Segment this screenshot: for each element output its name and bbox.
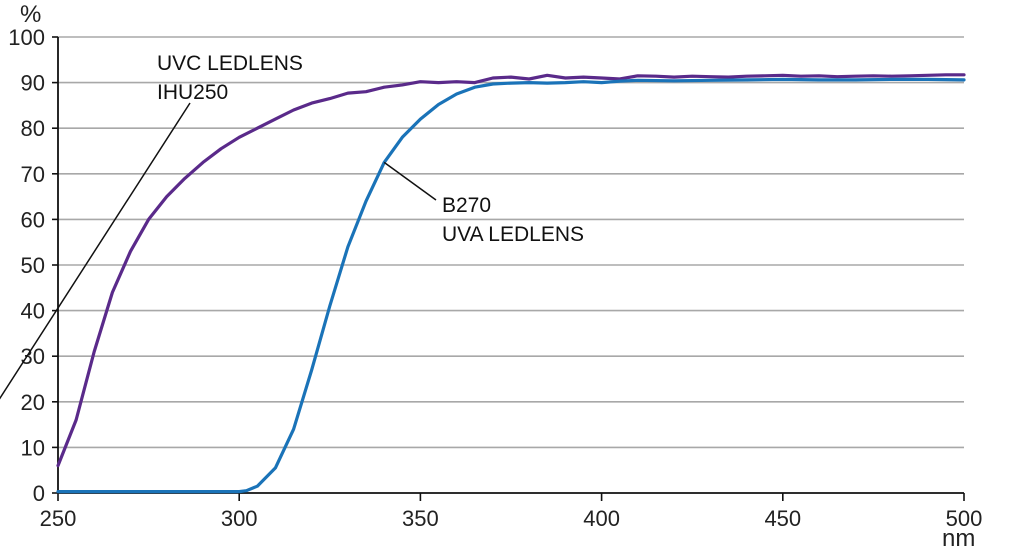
y-tick-label: 100 (8, 25, 45, 50)
x-tick-label: 350 (402, 506, 439, 531)
x-tick-label: 250 (40, 506, 77, 531)
x-tick-label: 300 (221, 506, 258, 531)
annotation-layer: UVC LEDLENS IHU250 B270 UVA LEDLENS (0, 52, 584, 400)
series-line-uvc-ledlens (56, 73, 966, 468)
x-axis-unit: nm (942, 525, 975, 548)
series-annotation-label: UVA LEDLENS (442, 223, 584, 246)
y-tick-label: 40 (21, 299, 45, 324)
annotation-leader-line (383, 161, 437, 201)
x-tick-label: 450 (764, 506, 801, 531)
series-line-b270-uva-ledlens (56, 77, 966, 494)
y-axis-unit: % (20, 1, 41, 28)
y-tick-label: 90 (21, 71, 45, 96)
y-tick-label: 70 (21, 162, 45, 187)
y-tick-label: 0 (33, 481, 45, 506)
x-tick-label: 500 (946, 506, 983, 531)
y-tick-label: 80 (21, 116, 45, 141)
series-annotation-label: UVC LEDLENS (157, 52, 303, 75)
y-tick-label: 10 (21, 435, 45, 460)
y-tick-label: 20 (21, 390, 45, 415)
annotation-leader-line (0, 102, 191, 400)
y-tick-label: 50 (21, 253, 45, 278)
y-tick-label: 60 (21, 207, 45, 232)
series-annotation-label: B270 (442, 194, 491, 217)
x-tick-label: 400 (583, 506, 620, 531)
series-annotation-label: IHU250 (157, 81, 228, 104)
series-layer (56, 73, 966, 494)
